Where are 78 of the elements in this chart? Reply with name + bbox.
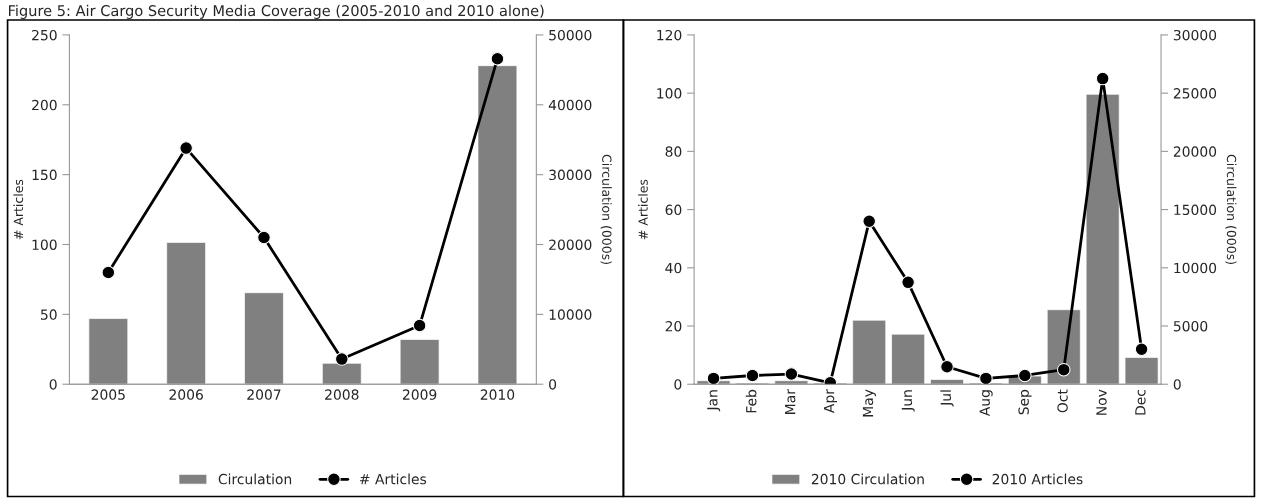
point bbox=[784, 367, 799, 381]
bar bbox=[88, 318, 129, 385]
y2-axis-title: Circulation (000s) bbox=[1225, 154, 1237, 265]
y-axis-title: # Articles bbox=[638, 179, 648, 240]
point bbox=[490, 51, 505, 66]
point bbox=[101, 265, 116, 280]
point bbox=[901, 275, 915, 290]
x-tick-label: Sep bbox=[1018, 389, 1032, 415]
y-tick-label: 100 bbox=[32, 239, 57, 250]
y2-tick-label: 20000 bbox=[549, 239, 592, 250]
x-tick-label: 2005 bbox=[91, 389, 125, 400]
bar bbox=[399, 339, 440, 385]
y-tick-label: 40 bbox=[665, 262, 682, 274]
y-tick-label: 250 bbox=[32, 29, 57, 41]
x-tick-label: 2007 bbox=[247, 389, 281, 400]
x-tick-label: Feb bbox=[745, 389, 757, 413]
bar bbox=[166, 242, 206, 385]
y-tick-label: 0 bbox=[49, 379, 57, 390]
legend-label: 2010 Articles bbox=[992, 473, 1083, 485]
y2-tick-label: 0 bbox=[1173, 379, 1181, 390]
y-tick-label: 120 bbox=[657, 29, 682, 41]
x-tick-label: 2008 bbox=[325, 389, 359, 400]
y2-tick-label: 10000 bbox=[1174, 262, 1217, 274]
point bbox=[179, 141, 193, 155]
legend-label: Circulation bbox=[218, 473, 292, 485]
x-tick-label: Nov bbox=[1096, 389, 1107, 415]
y2-tick-label: 50000 bbox=[549, 29, 592, 41]
y2-tick-label: 5000 bbox=[1173, 320, 1208, 332]
x-tick-label: 2010 bbox=[480, 389, 515, 400]
x-tick-label: Apr bbox=[824, 389, 838, 414]
y-tick-label: 60 bbox=[665, 204, 682, 216]
point bbox=[979, 371, 993, 385]
point bbox=[940, 360, 954, 374]
x-tick-label: Jan bbox=[707, 390, 721, 412]
y-tick-label: 0 bbox=[674, 379, 682, 390]
y2-tick-label: 0 bbox=[549, 379, 557, 390]
point bbox=[706, 371, 721, 385]
y-tick-label: 80 bbox=[665, 146, 682, 157]
y-axis-title: # Articles bbox=[13, 179, 24, 240]
point bbox=[745, 368, 760, 383]
x-tick-label: Jun bbox=[901, 390, 915, 412]
y2-tick-label: 15000 bbox=[1174, 204, 1217, 216]
point bbox=[1095, 71, 1110, 86]
y-tick-label: 200 bbox=[32, 99, 57, 111]
legend-label: # Articles bbox=[359, 473, 427, 485]
y2-tick-label: 40000 bbox=[548, 99, 592, 111]
y-tick-label: 50 bbox=[41, 309, 57, 320]
chart-title: Figure 5: Air Cargo Security Media Coverage (2005-2010 and 2010 alone) bbox=[9, 4, 544, 19]
bar bbox=[244, 292, 284, 385]
y-tick-label: 20 bbox=[665, 320, 682, 332]
point bbox=[1056, 362, 1071, 377]
y2-tick-label: 10000 bbox=[549, 309, 592, 320]
y-tick-label: 100 bbox=[657, 88, 682, 99]
point bbox=[335, 352, 349, 366]
x-tick-label: Aug bbox=[979, 390, 993, 417]
bar bbox=[852, 319, 887, 385]
point bbox=[862, 214, 876, 228]
x-tick-label: Mar bbox=[785, 389, 796, 414]
bar bbox=[930, 379, 964, 385]
x-tick-label: May bbox=[862, 389, 876, 417]
y2-tick-label: 30000 bbox=[549, 169, 592, 181]
bar bbox=[1085, 93, 1120, 385]
legend-label: 2010 Circulation bbox=[811, 473, 924, 485]
bar bbox=[891, 333, 925, 385]
y2-tick-label: 25000 bbox=[1173, 88, 1217, 99]
x-tick-label: Jul bbox=[940, 390, 954, 407]
x-tick-label: 2009 bbox=[402, 389, 437, 400]
y-tick-label: 150 bbox=[32, 169, 57, 181]
x-tick-label: Dec bbox=[1135, 389, 1146, 415]
point bbox=[1018, 368, 1032, 383]
y2-axis-title: Circulation (000s) bbox=[600, 154, 612, 265]
x-tick-label: 2006 bbox=[169, 389, 203, 400]
point bbox=[1134, 342, 1149, 357]
point bbox=[257, 230, 271, 245]
y2-tick-label: 20000 bbox=[1173, 146, 1217, 157]
point bbox=[412, 318, 427, 333]
x-tick-label: Oct bbox=[1057, 389, 1068, 413]
y2-tick-label: 30000 bbox=[1173, 29, 1217, 41]
